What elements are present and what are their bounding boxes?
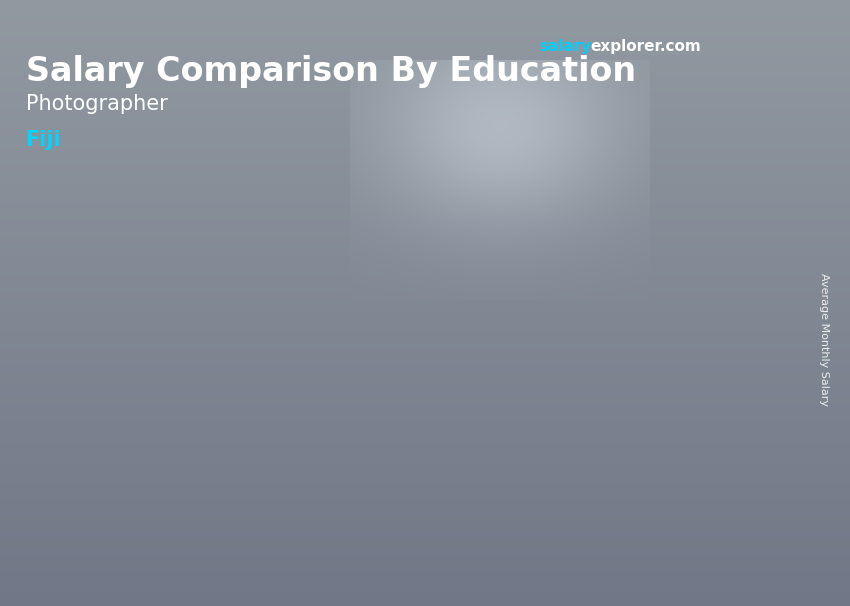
Text: Salary Comparison By Education: Salary Comparison By Education <box>26 55 636 87</box>
Text: 1,630 FJD: 1,630 FJD <box>99 354 179 371</box>
Text: Average Monthly Salary: Average Monthly Salary <box>819 273 829 406</box>
Bar <box>352 353 361 527</box>
Bar <box>639 196 713 527</box>
Text: +18%: +18% <box>169 293 268 322</box>
Bar <box>528 275 537 527</box>
Bar <box>111 379 121 527</box>
Bar <box>704 196 713 527</box>
Bar <box>176 379 185 527</box>
Bar <box>463 275 473 527</box>
Text: 2,780 FJD: 2,780 FJD <box>451 249 531 267</box>
Text: explorer.com: explorer.com <box>591 39 701 55</box>
Text: Fiji: Fiji <box>26 130 61 150</box>
Text: +45%: +45% <box>345 201 444 230</box>
Bar <box>463 275 537 527</box>
Bar <box>287 353 361 527</box>
Bar <box>639 196 649 527</box>
Text: Photographer: Photographer <box>26 94 167 114</box>
Text: 1,920 FJD: 1,920 FJD <box>275 327 355 345</box>
Text: +31%: +31% <box>539 109 638 138</box>
Bar <box>287 353 297 527</box>
Text: salary: salary <box>540 39 592 55</box>
Text: 3,640 FJD: 3,640 FJD <box>645 170 725 188</box>
Bar <box>111 379 185 527</box>
